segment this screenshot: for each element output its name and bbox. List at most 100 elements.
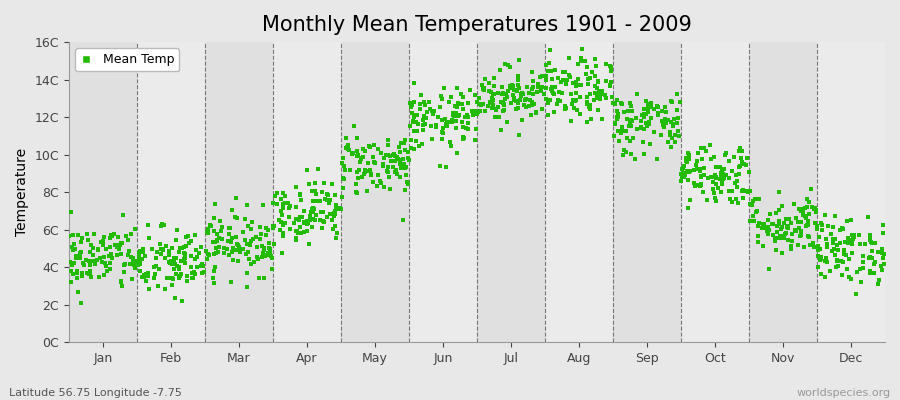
Point [253, 236, 267, 242]
Point [399, 172, 413, 178]
Point [694, 172, 708, 179]
Point [435, 116, 449, 123]
Point [569, 79, 583, 85]
Point [306, 205, 320, 211]
Point [706, 190, 721, 196]
Point [491, 114, 506, 121]
Point [77, 262, 92, 269]
Point [590, 78, 605, 84]
Point [348, 180, 363, 187]
Point [256, 245, 271, 252]
Point [714, 188, 728, 195]
Point [798, 215, 813, 222]
Point [468, 137, 482, 144]
Point [722, 188, 736, 195]
Point [172, 249, 186, 256]
Point [728, 172, 742, 178]
Point [637, 106, 652, 113]
Point [760, 217, 775, 224]
Point [251, 256, 266, 262]
Point [292, 217, 306, 223]
Point [367, 160, 382, 166]
Point [337, 176, 351, 182]
Point [824, 268, 838, 275]
Point [676, 164, 690, 171]
Point [543, 60, 557, 66]
Point [83, 249, 97, 255]
Point [210, 238, 224, 244]
Point [210, 231, 224, 237]
Point [814, 220, 828, 226]
Point [826, 245, 841, 252]
Point [829, 264, 843, 270]
Point [328, 235, 343, 242]
Point [762, 211, 777, 218]
Point [691, 149, 706, 156]
Point [320, 190, 334, 197]
Point [794, 219, 808, 226]
Point [698, 164, 712, 171]
Point [439, 121, 454, 127]
Point [195, 269, 210, 276]
Point [412, 101, 427, 107]
Point [207, 280, 221, 286]
Point [330, 230, 345, 237]
Point [500, 87, 515, 94]
Point [609, 115, 624, 121]
Point [393, 158, 408, 164]
Point [670, 128, 685, 135]
Point [168, 255, 183, 262]
Point [624, 123, 638, 129]
Point [590, 85, 604, 91]
Point [706, 186, 720, 192]
Point [512, 132, 526, 138]
Point [765, 232, 779, 239]
Point [434, 93, 448, 99]
Point [746, 212, 760, 219]
Point [230, 214, 245, 221]
Point [514, 90, 528, 97]
Point [604, 64, 618, 70]
Point [799, 204, 814, 210]
Point [406, 118, 420, 124]
Point [535, 73, 549, 79]
Point [775, 223, 789, 230]
Point [798, 213, 813, 220]
Point [103, 235, 117, 242]
Point [238, 215, 253, 222]
Point [159, 275, 174, 281]
Point [544, 88, 559, 94]
Point [275, 250, 290, 256]
Point [266, 225, 280, 232]
Point [543, 47, 557, 53]
Point [235, 246, 249, 252]
Point [826, 224, 841, 230]
Point [536, 84, 550, 90]
Point [580, 101, 594, 108]
Point [774, 226, 788, 232]
Point [381, 136, 395, 143]
Point [392, 156, 406, 162]
Point [868, 259, 882, 265]
Point [675, 166, 689, 172]
Point [246, 236, 260, 242]
Point [401, 180, 416, 187]
Point [441, 99, 455, 106]
Point [118, 233, 132, 240]
Point [226, 256, 240, 263]
Point [641, 109, 655, 115]
Point [756, 243, 770, 250]
Point [716, 171, 730, 177]
Point [668, 131, 682, 138]
Point [310, 198, 324, 204]
Point [568, 83, 582, 89]
Point [581, 81, 596, 87]
Point [713, 176, 727, 182]
Point [262, 240, 276, 246]
Point [308, 188, 322, 194]
Point [505, 82, 519, 88]
Point [637, 114, 652, 120]
Point [610, 128, 625, 134]
Point [66, 246, 80, 253]
Point [449, 125, 464, 132]
